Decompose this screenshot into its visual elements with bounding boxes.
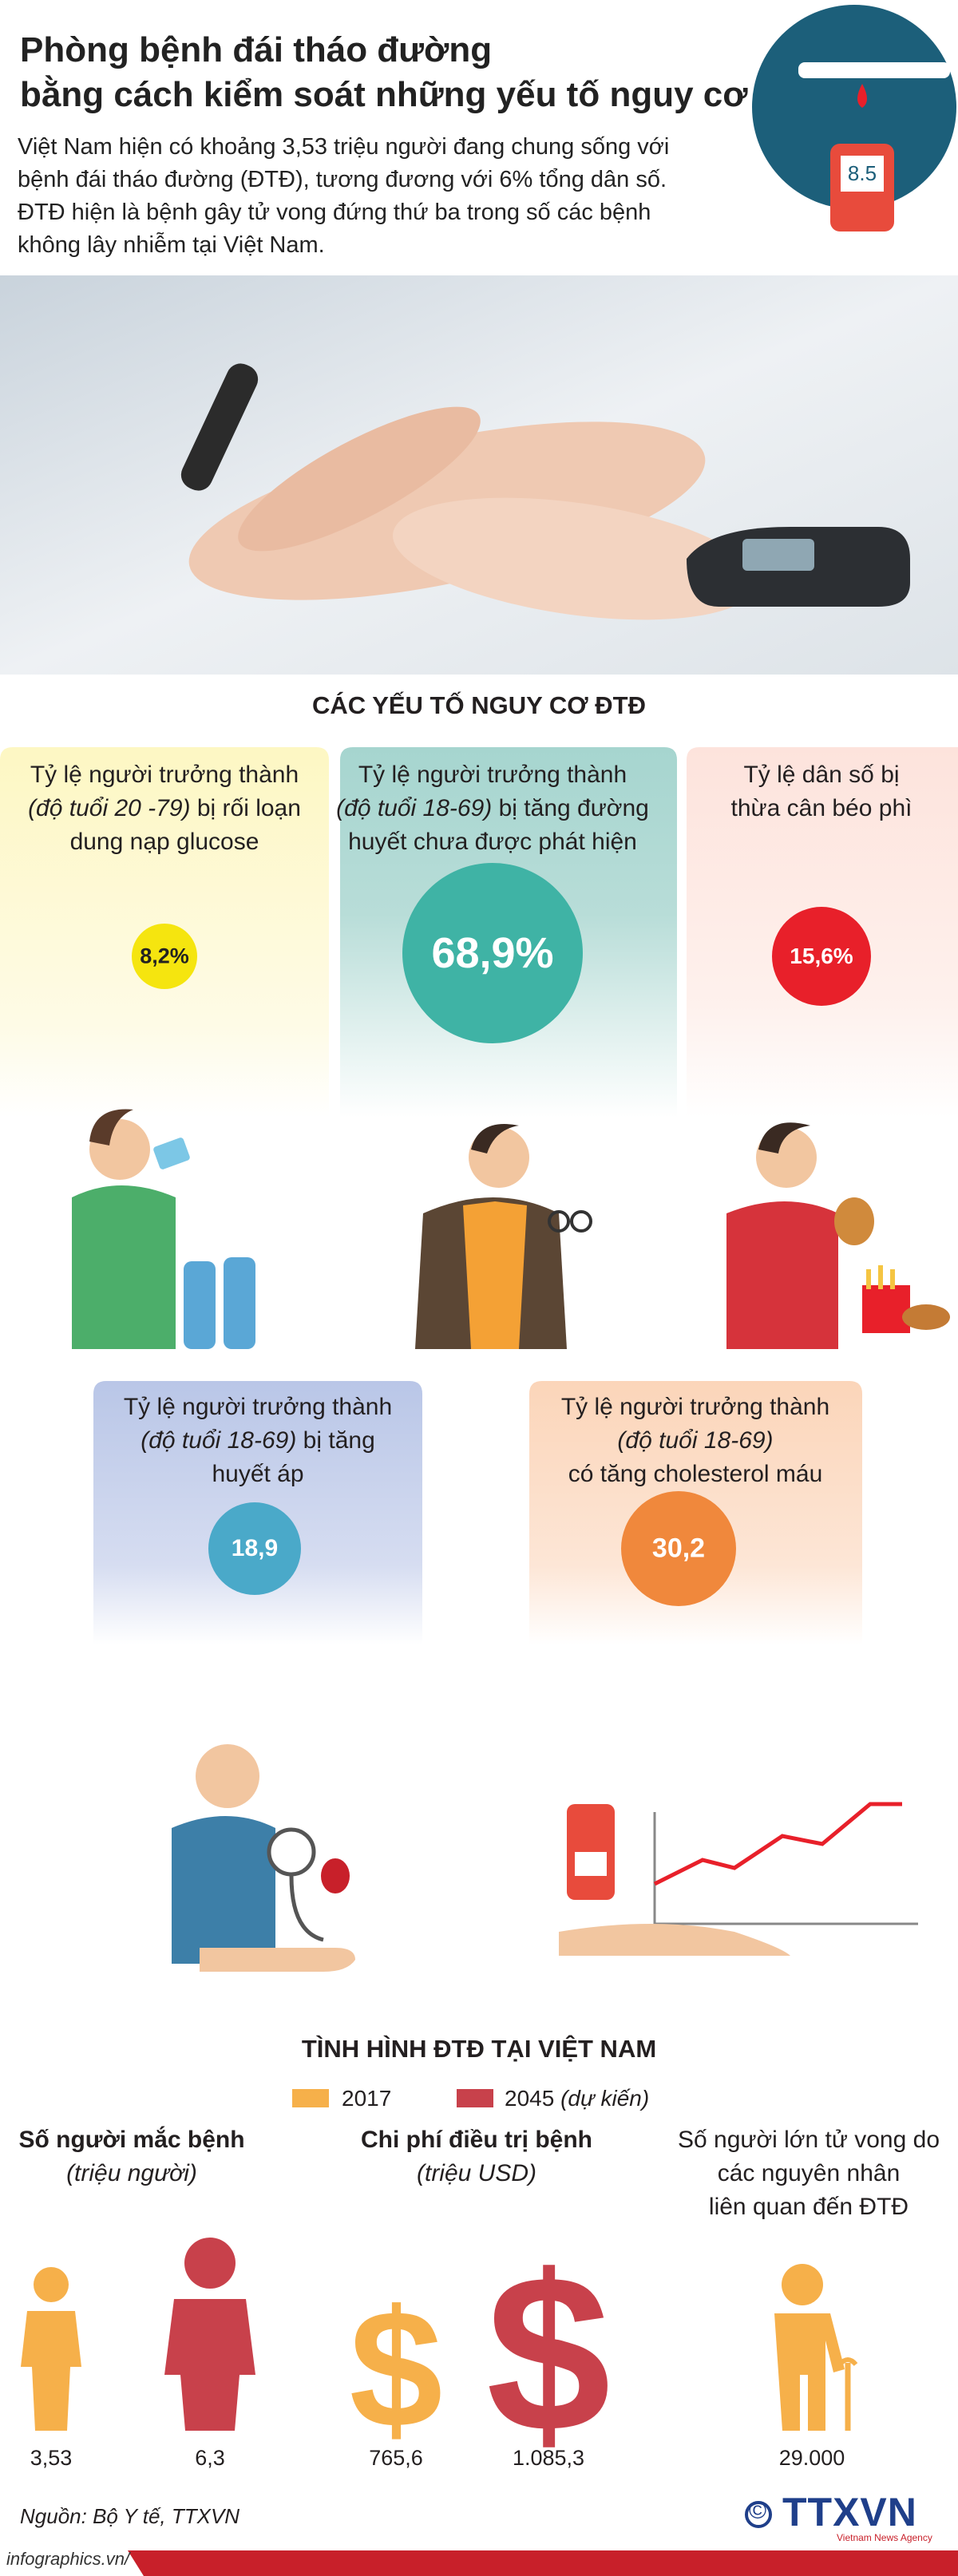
legend-swatch [292,2089,329,2107]
factor-line: Tỷ lệ người trưởng thành [561,1391,829,1424]
stat-value: 6,3 [195,2446,225,2470]
factor-text-segment: Tỷ lệ người trưởng thành [358,762,627,788]
factor-line: (độ tuổi 20 -79) bị rối loạn [28,792,301,825]
dollar-icon: $ [350,2275,443,2463]
factor-text-segment: Tỷ lệ người trưởng thành [30,762,299,788]
factor-text-segment: có tăng cholesterol máu [568,1461,823,1487]
factor-value: 18,9 [231,1535,279,1561]
svg-text:8.5: 8.5 [848,161,877,185]
factor-line: (độ tuổi 18-69) bị tăng đường [336,792,649,825]
factor-line: thừa cân béo phì [731,792,912,825]
factor-text: Tỷ lệ người trưởng thành (độ tuổi 18-69) … [336,758,649,859]
factor-line: Tỷ lệ người trưởng thành [124,1391,392,1424]
factor-line: có tăng cholesterol máu [561,1458,829,1491]
factor-value: 30,2 [651,1533,706,1564]
stat-title-line: liên quan đến ĐTĐ [708,2194,909,2220]
copyright: © [749,2498,767,2524]
legend-swatch [457,2089,493,2107]
person-glasses [415,1124,592,1349]
section-title: TÌNH HÌNH ĐTĐ TẠI VIỆT NAM [301,2035,657,2063]
stat-value: 3,53 [30,2446,73,2470]
value-circle [208,1502,301,1595]
factor-text-segment: bị rối loạn [190,795,301,821]
factor-line: huyết chưa được phát hiện [336,825,649,859]
factor-line: (độ tuổi 18-69) [561,1424,829,1458]
factor-value: 15,6% [790,944,853,968]
legend-note: (dự kiến) [560,2086,650,2111]
factor-line: huyết áp [124,1458,392,1491]
factor-text: Tỷ lệ người trưởng thành (độ tuổi 18-69) c… [561,1391,829,1491]
value-circle [772,907,871,1006]
factor-text-segment: huyết áp [212,1461,304,1487]
stat-value: 1.085,3 [512,2446,585,2470]
value-circle [621,1491,736,1606]
elder-icon [774,2264,858,2431]
stat-title-line: các nguyên nhân [717,2160,901,2186]
title-line: bằng cách kiểm soát những yếu tố nguy cơ [20,75,748,114]
factor-text-segment: bị tăng đường [492,795,649,821]
cholesterol-chart [559,1802,918,1956]
factor-line: Tỷ lệ dân số bị [731,758,912,792]
factor-text-segment: huyết chưa được phát hiện [348,829,637,855]
person-icon [164,2238,255,2431]
factor-text-segment: thừa cân béo phì [730,795,912,821]
factor-text-segment: Tỷ lệ người trưởng thành [560,1394,830,1420]
copyright-icon [745,2501,772,2528]
factor-text: Tỷ lệ người trưởng thành (độ tuổi 20 -79)… [28,758,301,859]
intro-line: ĐTĐ hiện là bệnh gây tử vong đứng thứ ba… [18,200,651,225]
value-circle [132,924,197,989]
factor-age: (độ tuổi 18-69) [617,1427,774,1454]
person-drinking [72,1109,255,1349]
stat-title: Số người mắc bệnh [18,2127,245,2153]
factor-line: (độ tuổi 18-69) bị tăng [124,1424,392,1458]
person-eating [726,1122,950,1349]
legend-year: 2045 [505,2086,555,2111]
person-icon [21,2267,81,2431]
stat-header: Số người mắc bệnh (triệu người) [18,2123,244,2190]
factor-age: (độ tuổi 20 -79) [28,795,191,821]
stat-unit: (triệu người) [66,2160,197,2186]
person-blood-pressure [172,1744,355,1972]
factor-age: (độ tuổi 18-69) [141,1427,297,1454]
factor-text-segment: Tỷ lệ dân số bị [743,762,900,788]
factor-line: Tỷ lệ người trưởng thành [28,758,301,792]
intro-line: Việt Nam hiện có khoảng 3,53 triệu người… [18,134,670,160]
factor-text: Tỷ lệ người trưởng thành (độ tuổi 18-69) … [124,1391,392,1491]
factor-text-segment: bị tăng [296,1427,375,1454]
intro-line: không lây nhiễm tại Việt Nam. [18,232,325,258]
intro-line: bệnh đái tháo đường (ĐTĐ), tương đương v… [18,167,667,192]
factor-value: 68,9% [431,929,554,977]
factor-line: dung nạp glucose [28,825,301,859]
factor-line: Tỷ lệ người trưởng thành [336,758,649,792]
stat-header: Số người lớn tử vong do các nguyên nhân li… [678,2123,940,2224]
photo [0,275,958,675]
stat-title: Chi phí điều trị bệnh [361,2127,592,2153]
title-line: Phòng bệnh đái tháo đường [20,30,493,69]
source: Nguồn: Bộ Y tế, TTXVN [20,2504,240,2528]
stat-value: 765,6 [369,2446,423,2470]
section-title: CÁC YẾU TỐ NGUY CƠ ĐTĐ [311,691,646,719]
legend-label: 2017 [342,2086,392,2111]
logo: TTXVN [782,2490,917,2534]
footer-bar [128,2550,958,2576]
factor-text: Tỷ lệ dân số bị thừa cân béo phì [731,758,912,825]
dollar-icon: $ [486,2230,611,2479]
stat-value: 29.000 [778,2446,845,2470]
factor-text-segment: dung nạp glucose [69,829,259,855]
factor-age: (độ tuổi 18-69) [336,795,493,821]
site: infographics.vn/ [6,2549,130,2569]
stat-title-line: Số người lớn tử vong do [677,2127,940,2153]
stat-header: Chi phí điều trị bệnh (triệu USD) [361,2123,592,2190]
logo-subtitle: Vietnam News Agency [837,2532,932,2543]
meter-icon: 8.5 [752,5,956,231]
legend-label: 2045 (dự kiến) [505,2086,649,2111]
factor-value: 8,2% [140,944,189,968]
stat-unit: (triệu USD) [416,2160,537,2186]
factor-text-segment: Tỷ lệ người trưởng thành [123,1394,393,1420]
value-circle [402,863,583,1043]
